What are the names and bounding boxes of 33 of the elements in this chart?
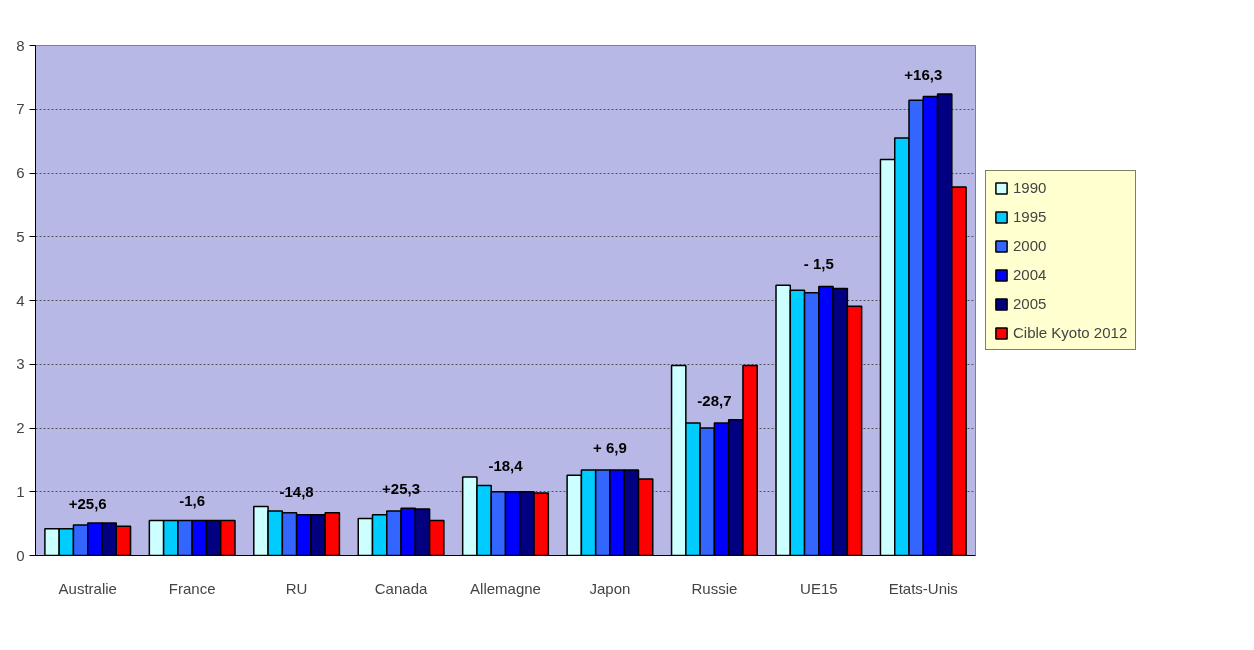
y-tick-label: 4 (16, 291, 25, 309)
x-tick-label: Russie (691, 579, 738, 597)
legend-label: 2000 (1013, 237, 1047, 254)
legend-label: 1995 (1013, 208, 1047, 225)
annotation: +25,3 (382, 480, 421, 498)
legend-label: 1990 (1013, 179, 1047, 196)
x-tick-label: Etats-Unis (888, 579, 958, 597)
legend-label: 2004 (1013, 266, 1047, 283)
annotation: +25,6 (68, 494, 107, 512)
annotation: - 1,5 (803, 255, 834, 273)
annotation: +16,3 (904, 65, 943, 83)
annotation: -18,4 (488, 457, 524, 475)
y-tick-label: 1 (16, 482, 25, 500)
x-tick-label: Allemagne (470, 579, 541, 597)
x-tick-label: Canada (374, 579, 428, 597)
annotation: -14,8 (279, 482, 314, 500)
x-tick-label: Australie (58, 579, 117, 597)
y-tick-label: 2 (16, 419, 25, 436)
legend-label: 2005 (1013, 295, 1047, 312)
x-tick-label: France (168, 579, 216, 597)
x-tick-label: RU (285, 579, 308, 597)
annotation: -1,6 (179, 492, 206, 510)
annotation: -28,7 (697, 391, 732, 409)
legend-label: Cible Kyoto 2012 (1013, 324, 1128, 341)
annotation: + 6,9 (593, 438, 627, 456)
y-tick-label: 3 (16, 355, 25, 373)
y-tick-label: 0 (16, 546, 25, 564)
y-tick-label: 5 (16, 227, 25, 245)
x-tick-label: Japon (589, 579, 631, 597)
y-tick-label: 8 (16, 36, 25, 54)
x-tick-label: UE15 (800, 579, 838, 597)
y-tick-label: 7 (16, 100, 25, 118)
y-tick-label: 6 (16, 164, 25, 181)
